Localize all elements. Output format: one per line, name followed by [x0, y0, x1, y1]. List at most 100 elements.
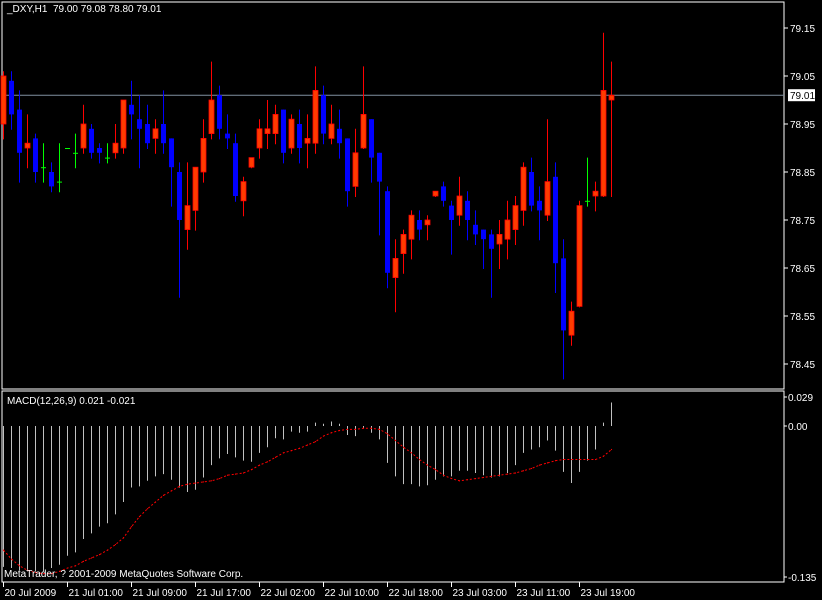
candle — [585, 157, 590, 207]
candle — [49, 162, 54, 193]
signal-point — [442, 474, 445, 476]
candle — [281, 109, 286, 164]
signal-point — [130, 526, 133, 528]
candle-body — [184, 205, 191, 231]
signal-point — [586, 458, 589, 461]
candle — [24, 114, 31, 169]
candle — [177, 162, 182, 298]
candle — [592, 181, 599, 212]
signal-point — [362, 427, 365, 429]
candle-body — [345, 138, 350, 192]
candle-body — [240, 181, 247, 202]
candle-body — [369, 119, 374, 158]
macd-title: MACD(12,26,9) 0.021 -0.021 — [7, 396, 136, 407]
candle-body — [568, 310, 575, 336]
candle — [328, 104, 335, 145]
candle — [529, 157, 534, 212]
candle-body — [297, 124, 302, 148]
candles — [0, 32, 615, 380]
candle — [352, 128, 359, 197]
candle — [392, 239, 399, 313]
signal-point — [186, 483, 189, 485]
candle — [137, 95, 142, 169]
candle-body — [544, 181, 551, 216]
signal-point — [482, 476, 485, 479]
candle-body — [281, 109, 286, 153]
candle-body — [360, 114, 367, 149]
candle-body — [529, 172, 534, 206]
signal-point — [434, 469, 437, 471]
price-label: 78.45 — [790, 360, 815, 371]
current-price-box — [788, 89, 815, 102]
symbol-period: _DXY,H1 — [7, 4, 48, 15]
price-label: 79.05 — [790, 72, 815, 83]
candle-body — [129, 104, 134, 115]
signal-point — [402, 446, 405, 448]
signal-point — [330, 432, 333, 434]
candle-body — [328, 123, 335, 139]
time-label: 23 Jul 11:00 — [517, 588, 571, 599]
signal-point — [194, 482, 197, 484]
candle — [360, 66, 367, 149]
signal-point — [162, 494, 165, 496]
candle — [561, 239, 566, 380]
candle — [264, 100, 271, 149]
signal-point — [282, 452, 285, 454]
candle-body — [49, 172, 54, 187]
candle — [432, 190, 439, 197]
time-label: 21 Jul 01:00 — [69, 588, 124, 599]
candle-body — [520, 166, 527, 211]
macd-label: -0.135 — [788, 573, 817, 584]
candle-body — [137, 119, 142, 129]
signal-point — [522, 470, 525, 472]
candle — [288, 114, 295, 154]
candle-body — [256, 128, 263, 149]
copyright-text: MetaTrader, ? 2001-2009 MetaQuotes Softw… — [4, 569, 244, 580]
candle-body — [608, 94, 615, 101]
candle — [129, 80, 134, 140]
time-label: 21 Jul 09:00 — [133, 588, 188, 599]
main-pane-frame — [1, 1, 785, 390]
signal-point — [82, 560, 85, 562]
candle-body — [504, 219, 511, 240]
candle-body — [352, 152, 359, 187]
candle-body — [272, 114, 279, 135]
candle — [208, 61, 215, 140]
chart-title: _DXY,H1 79.00 79.08 78.80 79.01 — [7, 4, 161, 15]
signal-point — [258, 464, 261, 466]
signal-point — [306, 444, 309, 446]
candle-body — [288, 118, 295, 149]
candle-body — [17, 109, 22, 153]
candle-body — [576, 205, 583, 307]
macd-label: 0.00 — [788, 422, 808, 433]
signal-point — [58, 570, 61, 573]
signal-point — [346, 428, 349, 430]
candle-body — [553, 176, 558, 264]
signal-line — [3, 427, 612, 575]
candle-body — [481, 229, 486, 240]
candle — [217, 85, 222, 140]
candle — [456, 176, 463, 226]
signal-point — [34, 571, 37, 574]
current-price-label: 79.01 — [790, 91, 815, 102]
candle-body — [169, 138, 174, 168]
candle — [120, 99, 127, 154]
candle-body — [377, 152, 382, 182]
signal-point — [394, 439, 397, 442]
signal-point — [562, 458, 565, 461]
candle-body — [200, 137, 207, 173]
candle — [512, 196, 519, 245]
candle — [112, 124, 119, 159]
candle — [65, 148, 70, 149]
signal-point — [122, 537, 125, 539]
candle — [312, 66, 319, 154]
price-label: 78.55 — [790, 312, 815, 323]
candle-body — [400, 233, 407, 254]
time-label: 22 Jul 02:00 — [261, 588, 316, 599]
candle-body — [392, 257, 399, 278]
candle — [608, 61, 615, 197]
signal-point — [106, 549, 109, 551]
macd-pane-frame — [1, 390, 785, 583]
candle-body — [89, 128, 94, 153]
